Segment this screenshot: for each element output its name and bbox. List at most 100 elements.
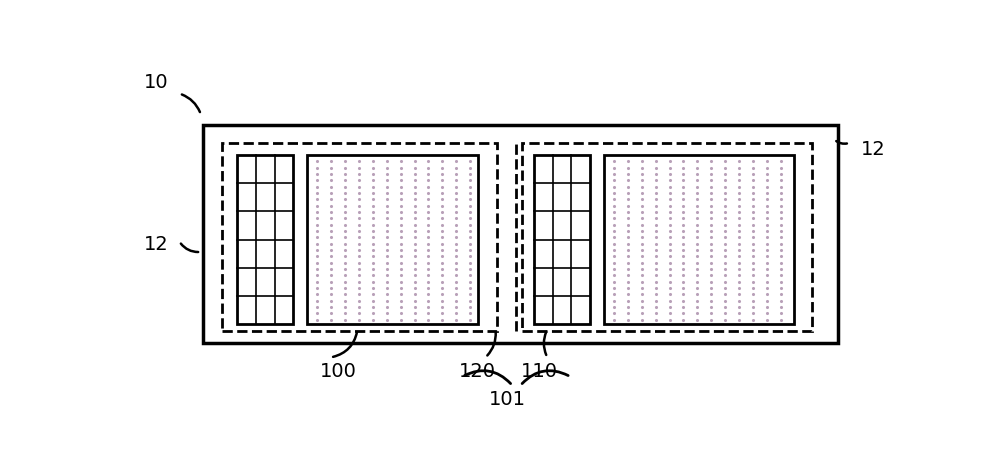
Point <box>703 265 719 272</box>
Point <box>745 271 761 279</box>
Point <box>745 253 761 260</box>
Point <box>717 309 733 317</box>
Point <box>365 271 381 279</box>
Point <box>745 234 761 241</box>
Point <box>309 164 325 171</box>
Point <box>662 202 678 209</box>
Point <box>351 265 367 272</box>
Point <box>703 227 719 234</box>
Point <box>731 259 747 266</box>
Point <box>759 278 775 285</box>
Point <box>365 291 381 298</box>
Point <box>675 164 691 171</box>
Point <box>407 183 423 190</box>
Point <box>351 183 367 190</box>
Point <box>773 170 789 178</box>
Point <box>773 202 789 209</box>
Point <box>393 253 409 260</box>
Point <box>773 316 789 323</box>
Point <box>773 234 789 241</box>
Point <box>393 297 409 304</box>
Point <box>773 221 789 228</box>
Point <box>689 253 705 260</box>
Point <box>337 202 353 209</box>
Point <box>393 221 409 228</box>
Point <box>434 221 450 228</box>
Point <box>773 271 789 279</box>
Point <box>773 265 789 272</box>
Point <box>365 309 381 317</box>
Point <box>731 246 747 254</box>
Point <box>309 202 325 209</box>
Point <box>689 284 705 292</box>
Point <box>448 234 464 241</box>
Point <box>309 259 325 266</box>
Point <box>634 170 650 178</box>
Point <box>393 240 409 247</box>
Point <box>407 284 423 292</box>
Text: 101: 101 <box>489 390 526 409</box>
Point <box>731 234 747 241</box>
Point <box>379 234 395 241</box>
Point <box>648 164 664 171</box>
Point <box>393 170 409 178</box>
Point <box>462 309 478 317</box>
Point <box>434 265 450 272</box>
Point <box>745 303 761 311</box>
Point <box>689 202 705 209</box>
Point <box>717 189 733 197</box>
Point <box>731 170 747 178</box>
Point <box>434 234 450 241</box>
Point <box>759 221 775 228</box>
Point <box>648 316 664 323</box>
Point <box>434 164 450 171</box>
Point <box>773 309 789 317</box>
Point <box>434 215 450 222</box>
Point <box>448 183 464 190</box>
Point <box>620 196 636 203</box>
Point <box>337 189 353 197</box>
Point <box>620 309 636 317</box>
Point <box>634 297 650 304</box>
Point <box>731 309 747 317</box>
Point <box>365 234 381 241</box>
Point <box>662 297 678 304</box>
Point <box>448 291 464 298</box>
Point <box>309 253 325 260</box>
Point <box>351 176 367 184</box>
Point <box>448 202 464 209</box>
Point <box>620 202 636 209</box>
Point <box>759 246 775 254</box>
Point <box>323 221 339 228</box>
Point <box>393 189 409 197</box>
Point <box>648 271 664 279</box>
Point <box>448 164 464 171</box>
Point <box>379 202 395 209</box>
Point <box>773 215 789 222</box>
Text: 100: 100 <box>320 362 357 381</box>
Point <box>407 196 423 203</box>
Point <box>689 265 705 272</box>
Point <box>745 284 761 292</box>
Text: 12: 12 <box>860 140 885 159</box>
Point <box>648 208 664 216</box>
Point <box>379 297 395 304</box>
Point <box>448 189 464 197</box>
Bar <box>222 143 497 331</box>
Point <box>731 284 747 292</box>
Point <box>606 253 622 260</box>
Point <box>703 234 719 241</box>
Point <box>689 309 705 317</box>
Point <box>351 297 367 304</box>
Point <box>717 291 733 298</box>
Point <box>675 291 691 298</box>
Point <box>365 297 381 304</box>
Point <box>745 176 761 184</box>
Point <box>351 271 367 279</box>
Point <box>648 297 664 304</box>
Point <box>634 259 650 266</box>
Point <box>351 158 367 165</box>
Point <box>434 303 450 311</box>
Point <box>420 316 436 323</box>
Point <box>434 316 450 323</box>
